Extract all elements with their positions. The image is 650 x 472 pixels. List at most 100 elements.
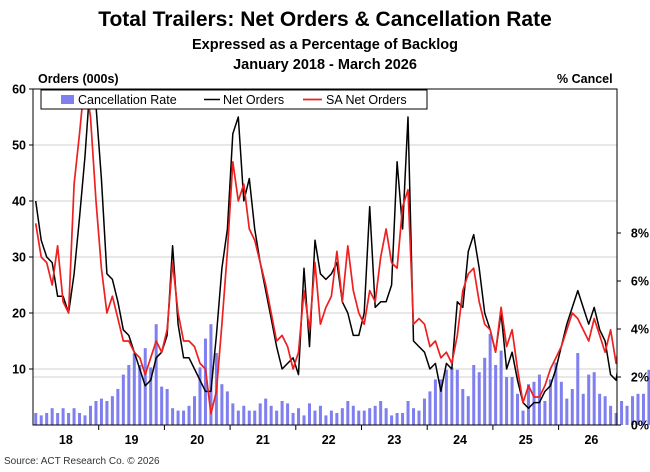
y-left-tick-label: 30 — [12, 251, 26, 265]
cancellation-bar — [548, 379, 552, 425]
source-note: Source: ACT Research Co. © 2026 — [4, 456, 160, 467]
cancellation-bar — [94, 401, 98, 425]
cancellation-bar — [56, 413, 60, 425]
x-tick-label: 23 — [387, 433, 401, 447]
y-right-tick-label: 4% — [631, 323, 649, 337]
cancellation-bar — [182, 410, 186, 425]
cancellation-bar — [39, 415, 43, 425]
cancellation-bar — [488, 333, 492, 425]
y-right-tick-label: 2% — [631, 371, 649, 385]
cancellation-bar — [253, 410, 257, 425]
cancellation-bar — [499, 350, 503, 425]
cancellation-bar — [280, 401, 284, 425]
cancellation-bar — [291, 413, 295, 425]
legend: Cancellation Rate Net Orders SA Net Orde… — [40, 89, 428, 110]
cancellation-bar — [455, 369, 459, 425]
y-left-tick-label: 20 — [12, 307, 26, 321]
cancellation-bar — [466, 396, 470, 425]
axes: 10 20 30 40 50 60 0% 2% 4% 6% 8% 18 19 20 21 22 23 24 25 26 — [12, 83, 649, 448]
cancellation-bar — [439, 379, 443, 425]
cancellation-bar — [83, 415, 87, 425]
y-right-tick-label: 8% — [631, 227, 649, 241]
cancellation-bar — [231, 403, 235, 425]
cancellation-bar — [461, 389, 465, 425]
cancellation-bar — [88, 405, 92, 425]
cancellation-bar — [581, 393, 585, 425]
cancellation-bar — [631, 396, 635, 425]
order-lines — [34, 89, 617, 415]
cancellation-bar — [329, 410, 333, 425]
cancellation-bar — [526, 384, 530, 425]
cancellation-bar — [351, 405, 355, 425]
cancellation-bar — [647, 369, 650, 425]
cancellation-bar — [395, 413, 399, 425]
cancellation-bar — [297, 408, 301, 425]
cancellation-bar — [559, 381, 563, 425]
cancellation-bar — [220, 384, 224, 425]
gridlines — [33, 144, 617, 378]
cancellation-bar — [576, 353, 580, 425]
cancellation-bar — [242, 405, 246, 425]
cancellation-bar — [264, 398, 268, 425]
y-left-tick-label: 10 — [12, 363, 26, 377]
cancellation-bar — [433, 379, 437, 425]
cancellation-bar — [324, 415, 328, 425]
legend-box — [40, 89, 428, 110]
cancellation-bar — [121, 374, 125, 425]
cancellation-bar — [302, 415, 306, 425]
legend-swatch-cancellation — [61, 95, 74, 104]
cancellation-bar — [609, 405, 613, 425]
y-left-tick-label: 50 — [12, 139, 26, 153]
cancellation-bar — [428, 391, 432, 425]
cancellation-bar — [346, 401, 350, 425]
cancellation-bar — [34, 413, 38, 425]
cancellation-bar — [335, 413, 339, 425]
cancellation-bar — [614, 413, 618, 425]
cancellation-bar — [198, 367, 202, 425]
x-tick-label: 19 — [125, 433, 139, 447]
cancellation-bar — [516, 393, 520, 425]
cancellation-bar — [494, 365, 498, 425]
cancellation-bar — [78, 413, 82, 425]
y-left-tick-label: 60 — [12, 83, 26, 97]
x-tick-label: 22 — [322, 433, 336, 447]
cancellation-bar — [450, 367, 454, 425]
cancellation-bar — [209, 324, 213, 425]
cancellation-bar — [379, 401, 383, 425]
chart-subtitle: Expressed as a Percentage of Backlog — [192, 37, 458, 53]
net-orders-line — [34, 89, 617, 409]
x-tick-label: 18 — [59, 433, 73, 447]
legend-label-sa-net-orders: SA Net Orders — [326, 93, 407, 107]
cancellation-bar — [247, 410, 251, 425]
cancellation-bar — [116, 389, 120, 425]
cancellation-bar — [543, 401, 547, 425]
cancellation-bar — [307, 403, 311, 425]
right-axis-title: % Cancel — [557, 72, 613, 86]
cancellation-bar — [603, 396, 607, 425]
cancellation-bar — [401, 413, 405, 425]
chart-title: Total Trailers: Net Orders & Cancellatio… — [98, 8, 552, 31]
cancellation-bar — [477, 372, 481, 425]
cancellation-bar — [505, 377, 509, 425]
cancellation-bar — [187, 405, 191, 425]
cancellation-bar — [510, 377, 514, 425]
cancellation-bar — [176, 410, 180, 425]
cancellation-bar — [171, 408, 175, 425]
cancellation-bar — [483, 357, 487, 425]
cancellation-bar — [636, 393, 640, 425]
x-tick-label: 20 — [190, 433, 204, 447]
cancellation-bar — [50, 408, 54, 425]
cancellation-bar — [598, 393, 602, 425]
cancellation-bar — [406, 401, 410, 425]
cancellation-bar — [160, 386, 164, 425]
cancellation-bar — [444, 369, 448, 425]
cancellation-bar — [412, 408, 416, 425]
cancellation-bar — [565, 398, 569, 425]
legend-label-cancellation: Cancellation Rate — [78, 93, 177, 107]
cancellation-bar — [236, 410, 240, 425]
cancellation-bar — [417, 410, 421, 425]
chart-date-range: January 2018 - March 2026 — [233, 57, 417, 73]
cancellation-bar — [203, 338, 207, 425]
cancellation-bar — [592, 372, 596, 425]
cancellation-bar — [138, 365, 142, 425]
